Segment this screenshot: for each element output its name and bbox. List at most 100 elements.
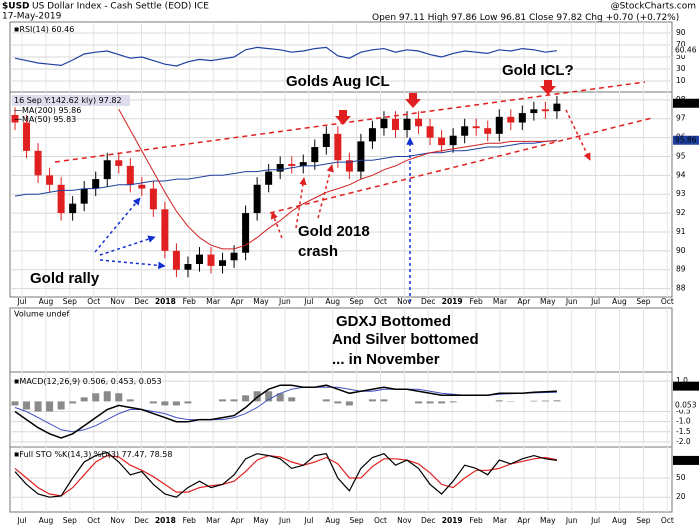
x-tick-label: Sep [63, 516, 77, 525]
macd-histogram [46, 401, 54, 412]
macd-histogram [172, 401, 180, 406]
x-tick-label: 2019 [442, 516, 463, 525]
x-tick-label: Oct [87, 516, 100, 525]
candle-body [334, 133, 342, 161]
y-tick-label: 90 [676, 246, 686, 255]
macd-histogram [380, 399, 388, 402]
macd-histogram [149, 401, 157, 404]
annotation: ... in November [332, 351, 440, 368]
candles [11, 96, 561, 278]
y-tick-label: 95 [676, 151, 686, 160]
macd-histogram [92, 393, 100, 402]
macd-histogram [368, 399, 376, 402]
x-tick-label: Jun [565, 516, 578, 525]
candle-body [242, 213, 250, 253]
macd-histogram [11, 401, 19, 406]
macd-histogram [184, 401, 192, 404]
macd-histogram [288, 397, 296, 402]
x-tick-label: Sep [636, 516, 650, 525]
x-tick-label: Dec [134, 516, 149, 525]
macd-histogram [495, 400, 503, 402]
candle-body [276, 164, 284, 172]
candle-body [172, 250, 180, 270]
annotation: Golds Aug ICL [286, 73, 390, 90]
x-tick-label: Sep [636, 297, 650, 306]
candle-body [461, 126, 469, 136]
candle-body [311, 147, 319, 163]
y-tick-label: 1.0 [676, 376, 688, 385]
candle-body [357, 141, 365, 172]
x-tick-label: Oct [374, 297, 387, 306]
candle-body [103, 160, 111, 180]
candle-body [541, 109, 549, 112]
x-tick-label: Jun [278, 297, 291, 306]
x-tick-label: Aug [39, 297, 54, 306]
y-tick-label: 97 [676, 114, 686, 123]
y-tick-label: -2.0 [676, 437, 691, 446]
sto-d-line [14, 454, 558, 497]
macd-histogram [115, 393, 123, 402]
value-tag-bg [673, 455, 699, 465]
value-tag-bg [673, 400, 699, 410]
annotation: GDXJ Bottomed [336, 313, 451, 330]
candle-body [438, 137, 446, 146]
y-tick-label: -1.0 [676, 417, 691, 426]
candle-body [518, 113, 526, 123]
x-tick-label: Jul [16, 516, 26, 525]
rsi-line [14, 46, 557, 67]
x-tick-label: Mar [493, 516, 508, 525]
x-tick-label: Oct [87, 297, 100, 306]
y-tick-label: 92 [676, 208, 686, 217]
sto-label: ▪Full STO %K(14,3) %D(3) 77.47, 78.58 [14, 450, 172, 459]
y-tick-label: 10 [676, 76, 686, 85]
candle-body [380, 118, 388, 129]
x-tick-label: Feb [183, 297, 197, 306]
grid: Jul Jul Aug Aug Sep Sep Oct Oct Nov Nov Dec Dec 2018… [10, 22, 691, 525]
candle-body [80, 188, 88, 204]
moving-average [14, 139, 557, 197]
y-tick-label: -1.5 [676, 427, 691, 436]
candle-body [115, 160, 123, 166]
macd-histogram [426, 401, 434, 404]
x-tick-label: May [253, 516, 269, 525]
x-tick-label: Aug [612, 297, 627, 306]
rsi-label: ▪RSI(14) 60.46 [14, 25, 74, 34]
x-tick-label: Jul [590, 516, 600, 525]
x-tick-label: Feb [183, 516, 197, 525]
annotation: crash [298, 243, 338, 260]
candle-body [207, 254, 215, 266]
candle-body [92, 179, 100, 189]
macd-histogram [449, 401, 457, 403]
x-tick-label: Oct [661, 297, 674, 306]
macd-histogram [69, 401, 77, 404]
x-tick-label: May [540, 297, 556, 306]
candle-body [472, 126, 480, 129]
y-tick-label: 94 [676, 170, 686, 179]
candle-body [288, 164, 296, 166]
x-tick-label: Aug [612, 516, 627, 525]
ma200-label: —MA(200) 95.86 [14, 106, 81, 115]
value-tag-bg [673, 46, 699, 56]
annotation: Gold rally [30, 270, 100, 287]
x-tick-label: Apr [231, 516, 245, 525]
macd-histogram [57, 401, 65, 410]
value-tag: 95.86 [675, 135, 697, 144]
x-tick-label: Sep [350, 516, 364, 525]
candle-body [184, 264, 192, 270]
x-tick-label: 2018 [155, 516, 176, 525]
y-tick-label: -0.5 [676, 407, 691, 416]
candle-body [426, 126, 434, 138]
y-tick-label: 30 [676, 64, 686, 73]
candle-body [34, 150, 42, 176]
date: 17-May-2019 [2, 12, 62, 22]
sto-k-line [14, 451, 557, 498]
x-tick-label: Sep [63, 297, 77, 306]
candle-body [391, 118, 399, 131]
annotation: Gold ICL? [502, 62, 574, 79]
volume-panel [9, 307, 673, 373]
x-tick-label: Nov [397, 516, 412, 525]
x-tick-label: Jun [278, 516, 291, 525]
x-tick-label: Oct [374, 516, 387, 525]
macd-histogram [161, 401, 169, 406]
